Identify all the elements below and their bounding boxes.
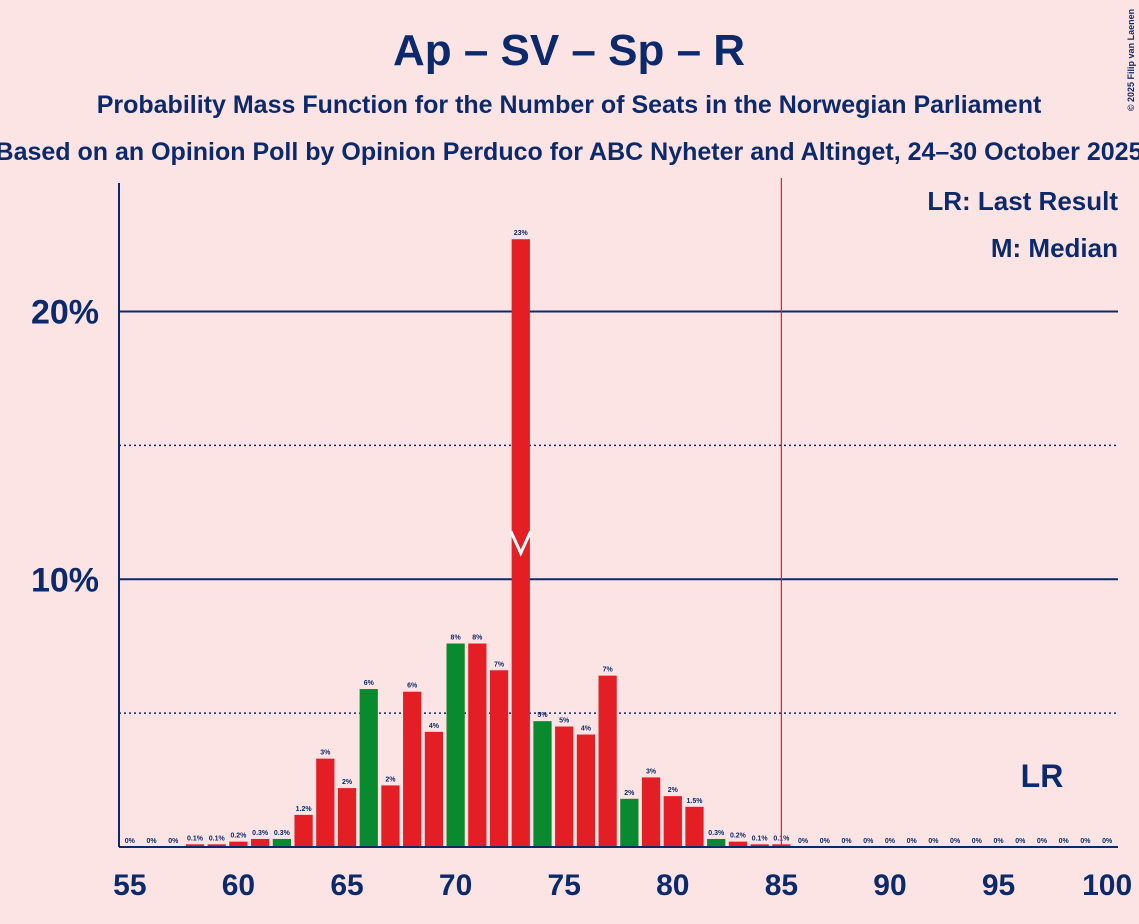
value-label: 2% (342, 779, 353, 786)
x-tick-label: 95 (982, 869, 1015, 902)
value-label: 0% (1059, 838, 1070, 845)
value-label: 1.5% (687, 798, 704, 805)
value-label: 0% (841, 838, 852, 845)
value-label: 0.1% (752, 835, 769, 842)
legend-entry: M: Median (991, 233, 1118, 263)
bar (555, 726, 574, 847)
value-label: 3% (320, 750, 331, 757)
bar (185, 844, 205, 847)
bar (316, 758, 335, 847)
x-tick-label: 85 (765, 869, 798, 902)
x-tick-label: 55 (113, 869, 146, 902)
median-marker (509, 530, 533, 557)
x-tick-label: 90 (873, 869, 906, 902)
bar (533, 721, 552, 847)
chart-title: Ap – SV – Sp – R (393, 26, 745, 75)
value-label: 1.2% (296, 806, 313, 813)
value-label: 0% (820, 838, 831, 845)
value-label: 0% (928, 838, 939, 845)
chart-subtitle: Based on an Opinion Poll by Opinion Perd… (0, 138, 1139, 166)
bar (446, 643, 465, 847)
value-label: 0% (125, 838, 136, 845)
value-label: 8% (472, 635, 483, 642)
chart-subtitle: Probability Mass Function for the Number… (97, 91, 1042, 119)
value-label: 4% (581, 726, 592, 733)
legend-entry: LR: Last Result (927, 186, 1118, 216)
value-label: 7% (494, 661, 505, 668)
value-label: 8% (451, 635, 462, 642)
value-label: 0.3% (708, 830, 725, 837)
value-label: 0% (1102, 838, 1113, 845)
value-label: 2% (385, 776, 396, 783)
x-tick-label: 80 (656, 869, 689, 902)
bar (403, 691, 422, 847)
bar (489, 670, 509, 847)
bar (251, 838, 270, 847)
value-label: 0% (1080, 838, 1091, 845)
y-tick-label: 20% (31, 294, 99, 332)
bar (229, 841, 248, 847)
value-label: 0.3% (252, 830, 269, 837)
bar (511, 239, 530, 847)
bar (620, 798, 639, 847)
x-tick-label: 60 (222, 869, 255, 902)
last-result-label: LR (1021, 758, 1064, 794)
bar (272, 838, 292, 847)
value-label: 0% (168, 838, 179, 845)
value-label: 3% (646, 768, 657, 775)
bar (750, 844, 769, 847)
bar (728, 841, 748, 847)
bar (207, 844, 226, 847)
value-label: 7% (603, 667, 614, 674)
bar (598, 675, 617, 847)
value-label: 0% (147, 838, 158, 845)
bar (381, 785, 400, 847)
bar (707, 838, 726, 847)
value-label: 0% (972, 838, 983, 845)
bar (424, 731, 444, 847)
value-label: 0.2% (730, 833, 747, 840)
value-label: 6% (407, 683, 418, 690)
value-label: 0% (885, 838, 896, 845)
value-label: 2% (668, 787, 679, 794)
bar (337, 788, 357, 847)
bar (468, 643, 487, 847)
value-label: 5% (537, 712, 548, 719)
bar (576, 734, 596, 847)
x-tick-label: 70 (439, 869, 472, 902)
value-label: 4% (429, 723, 440, 730)
value-label: 0% (950, 838, 961, 845)
bar (663, 796, 682, 847)
value-label: 2% (624, 790, 635, 797)
x-tick-label: 100 (1082, 869, 1132, 902)
value-label: 0% (798, 838, 809, 845)
y-tick-label: 10% (31, 561, 99, 599)
value-label: 0% (993, 838, 1004, 845)
value-label: 0% (1015, 838, 1026, 845)
value-label: 6% (364, 680, 375, 687)
bar (685, 806, 704, 847)
value-label: 0.1% (209, 835, 226, 842)
bar (294, 814, 313, 847)
value-label: 0% (1037, 838, 1048, 845)
value-label: 5% (559, 718, 570, 725)
value-label: 0.3% (274, 830, 291, 837)
copyright: © 2025 Filip van Laenen (1126, 9, 1136, 111)
bar (359, 689, 378, 847)
value-label: 0.2% (230, 833, 247, 840)
value-label: 0.1% (187, 835, 204, 842)
bar (641, 777, 661, 847)
x-tick-label: 75 (548, 869, 581, 902)
value-label: 23% (514, 230, 529, 237)
value-label: 0% (863, 838, 874, 845)
x-tick-label: 65 (330, 869, 363, 902)
value-label: 0% (907, 838, 918, 845)
